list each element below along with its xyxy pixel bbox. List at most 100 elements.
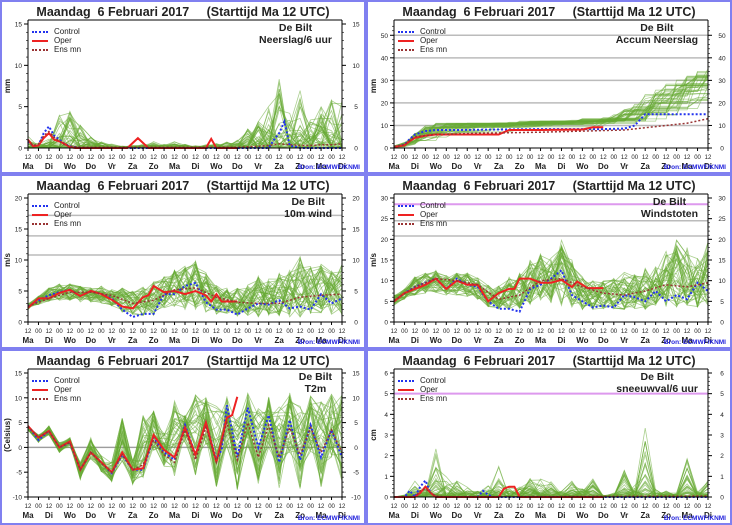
legend-label: Oper [54, 210, 72, 219]
y-tick-label-right: 25 [718, 216, 726, 223]
x-hour-label: 00 [548, 155, 555, 161]
y-tick-label: 5 [18, 289, 22, 296]
y-tick-label: 6 [384, 371, 388, 378]
x-hour-label: 12 [234, 504, 241, 510]
x-day-label: Di [338, 511, 346, 520]
legend-swatch-ens-mean [398, 397, 414, 400]
x-hour-label: 12 [705, 155, 712, 161]
legend-label: Ens mn [54, 394, 82, 403]
y-tick-label: 3 [384, 433, 388, 440]
x-hour-label: 00 [673, 329, 680, 335]
x-hour-label: 00 [35, 504, 42, 510]
station-variable-label: De Bilt Neerslag/6 uur [259, 22, 332, 46]
y-tick-label: 25 [381, 216, 389, 223]
x-hour-label: 00 [119, 155, 126, 161]
x-day-label: Ma [169, 336, 181, 345]
x-hour-label: 12 [213, 329, 220, 335]
x-hour-label: 12 [474, 504, 481, 510]
legend-swatch-ens-mean [398, 48, 414, 51]
source-credit: Bron: ECMWF/KNMI [663, 515, 726, 522]
station-name: De Bilt [652, 196, 687, 208]
y-tick-label: 20 [15, 196, 23, 203]
x-day-label: Ma [535, 336, 547, 345]
station-variable-label: De Bilt Accum Neerslag [616, 22, 698, 46]
x-day-label: Di [45, 511, 53, 520]
x-day-label: Ma [682, 511, 694, 520]
x-hour-label: 12 [516, 504, 523, 510]
x-hour-label: 12 [433, 504, 440, 510]
station-variable-label: De Bilt T2m [299, 371, 332, 395]
y-tick-label: 20 [381, 100, 389, 107]
x-day-label: Di [557, 162, 565, 171]
x-day-label: Zo [515, 511, 525, 520]
x-hour-label: 12 [339, 504, 346, 510]
y-tick-label-right: 20 [718, 237, 726, 244]
x-hour-label: 12 [276, 329, 283, 335]
y-tick-label-right: 50 [718, 33, 726, 40]
legend-swatch-oper [398, 388, 414, 391]
y-tick-label-right: 0 [720, 495, 724, 502]
x-day-label: Za [128, 162, 138, 171]
x-hour-label: 00 [610, 329, 617, 335]
x-hour-label: 12 [234, 329, 241, 335]
y-tick-label-right: 3 [720, 433, 724, 440]
x-hour-label: 12 [621, 329, 628, 335]
y-tick-label: 10 [15, 258, 23, 265]
y-tick-label: 15 [15, 227, 23, 234]
x-hour-label: 12 [46, 504, 53, 510]
ensemble-members [393, 68, 709, 148]
x-hour-label: 00 [265, 504, 272, 510]
source-credit: Bron: ECMWF/KNMI [297, 339, 360, 346]
x-day-label: Wo [210, 162, 222, 171]
x-hour-label: 12 [600, 504, 607, 510]
y-tick-label-right: 15 [352, 22, 360, 29]
x-day-label: Wo [210, 336, 222, 345]
x-day-label: Wo [210, 511, 222, 520]
x-day-label: Za [275, 511, 285, 520]
x-hour-label: 00 [56, 329, 63, 335]
panel-title: Maandag 6 Februari 2017 (Starttijd Ma 12… [402, 354, 696, 368]
x-hour-label: 12 [705, 329, 712, 335]
x-hour-label: 00 [140, 155, 147, 161]
x-hour-label: 00 [224, 504, 231, 510]
x-hour-label: 00 [527, 329, 534, 335]
y-tick-label: 20 [381, 237, 389, 244]
x-hour-label: 12 [516, 329, 523, 335]
x-hour-label: 12 [150, 155, 157, 161]
x-day-label: Do [232, 162, 243, 171]
x-hour-label: 00 [77, 504, 84, 510]
y-tick-label: 10 [15, 63, 23, 70]
legend-item-ens-mean: Ens mn [32, 45, 81, 54]
member-line [393, 260, 709, 311]
x-day-label: Di [557, 336, 565, 345]
legend: Control Oper Ens mn [32, 201, 81, 228]
y-tick-label: 0 [384, 495, 388, 502]
x-hour-label: 00 [610, 504, 617, 510]
x-day-label: Di [45, 162, 53, 171]
x-hour-label: 12 [537, 155, 544, 161]
station-name: De Bilt [298, 371, 332, 383]
member-line [27, 401, 343, 482]
y-tick-label-right: 0 [720, 320, 724, 327]
x-hour-label: 12 [171, 155, 178, 161]
y-tick-label: 10 [381, 278, 389, 285]
x-day-label: Wo [64, 162, 76, 171]
ens-mean-line [393, 117, 709, 148]
y-tick-label-right: 5 [354, 289, 358, 296]
x-day-label: Zo [149, 162, 159, 171]
y-tick-label: 0 [18, 445, 22, 452]
x-hour-label: 00 [527, 504, 534, 510]
x-hour-label: 12 [108, 155, 115, 161]
x-hour-label: 12 [537, 504, 544, 510]
x-hour-label: 00 [673, 504, 680, 510]
station-name: De Bilt [291, 196, 325, 208]
y-tick-label: 0 [18, 146, 22, 153]
legend: Control Oper Ens mn [32, 376, 81, 403]
x-hour-label: 00 [506, 504, 513, 510]
x-hour-label: 12 [663, 504, 670, 510]
y-tick-label: -5 [16, 470, 22, 477]
y-tick-label-right: 20 [352, 196, 360, 203]
